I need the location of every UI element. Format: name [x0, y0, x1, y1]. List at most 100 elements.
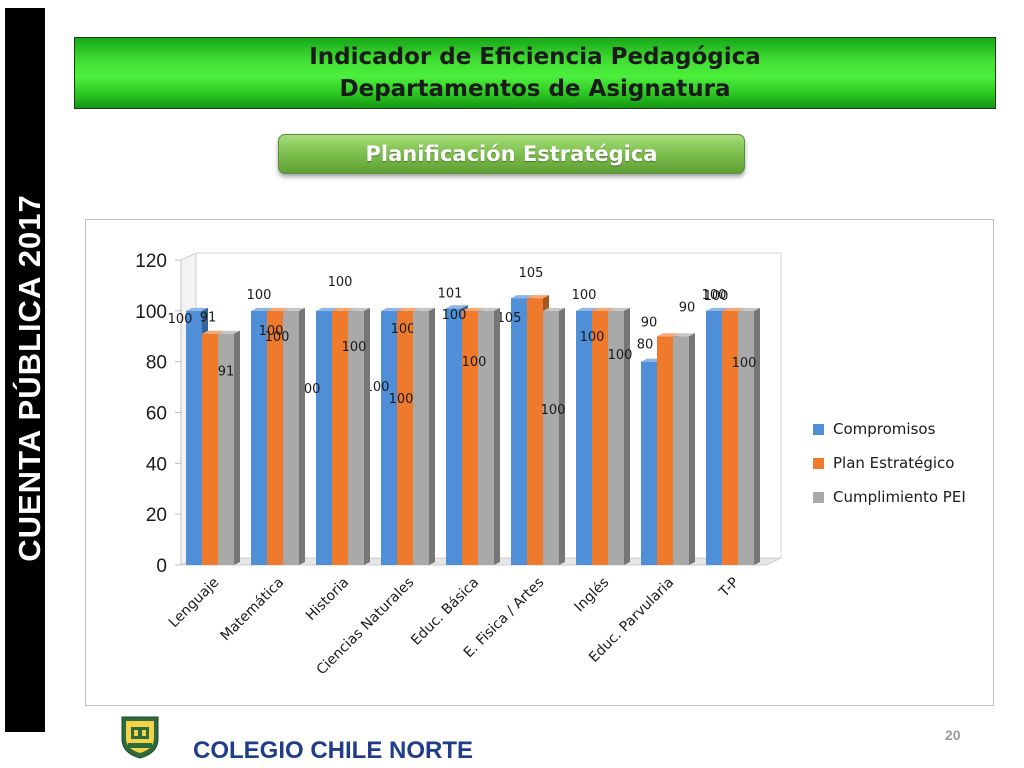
y-tick-label: 0 — [156, 556, 167, 577]
bar-0-5 — [511, 298, 527, 565]
data-label-1-0: 91 — [200, 311, 217, 326]
y-tick-label: 100 — [135, 302, 167, 323]
bar-top-2-8 — [738, 307, 760, 311]
data-label-0-3: 100 — [365, 380, 390, 395]
bar-top-2-0 — [218, 330, 240, 334]
bar-top-2-4 — [478, 307, 500, 311]
bar-2-8 — [738, 310, 754, 565]
bar-top-2-7 — [673, 333, 695, 337]
bar-top-0-0 — [186, 307, 208, 311]
data-label-1-1: 100 — [259, 324, 284, 339]
title-line-2: Departamentos de Asignatura — [339, 76, 731, 102]
subtitle-text: Planificación Estratégica — [365, 142, 658, 166]
data-label-0-4: 101 — [438, 286, 463, 301]
bar-1-0 — [202, 333, 218, 565]
bar-0-7 — [641, 361, 657, 565]
bar-top-2-5 — [543, 307, 565, 311]
bar-top-1-1 — [267, 307, 289, 311]
bar-1-8 — [722, 310, 738, 565]
category-label: Lenguaje — [166, 575, 222, 631]
bar-1-5 — [527, 298, 543, 565]
bar-1-7 — [657, 336, 673, 565]
data-label-1-5: 105 — [519, 266, 544, 281]
bar-0-8 — [706, 310, 722, 565]
bar-top-1-0 — [202, 330, 224, 334]
bar-top-1-4 — [462, 307, 484, 311]
side-bar: CUENTA PÚBLICA 2017 — [5, 8, 47, 732]
bar-side-2-1 — [299, 307, 305, 565]
data-label-2-3: 100 — [389, 392, 414, 407]
data-label-2-7: 90 — [679, 300, 696, 315]
data-label-0-8: 100 — [702, 288, 727, 303]
data-label-1-8: 100 — [704, 289, 729, 304]
side-title: CUENTA PÚBLICA 2017 — [12, 194, 47, 562]
data-label-2-1: 100 — [265, 330, 290, 345]
bar-top-1-7 — [657, 333, 679, 337]
bar-top-0-5 — [511, 295, 533, 299]
data-label-1-7: 90 — [641, 315, 658, 330]
bar-top-2-2 — [348, 307, 370, 311]
y-tick-label: 60 — [146, 404, 167, 425]
bar-2-3 — [413, 310, 429, 565]
title-banner: Indicador de Eficiencia Pedagógica Depar… — [74, 37, 996, 109]
data-label-2-2: 100 — [342, 340, 367, 355]
bar-1-6 — [592, 310, 608, 565]
title-line-1: Indicador de Eficiencia Pedagógica — [309, 44, 761, 70]
bar-side-2-3 — [429, 307, 435, 565]
category-label: Inglés — [572, 575, 613, 616]
data-label-2-6: 100 — [608, 348, 633, 363]
data-label-1-2: 100 — [328, 275, 353, 290]
y-tick-label: 120 — [135, 251, 167, 272]
bar-2-2 — [348, 310, 364, 565]
data-label-2-5: 100 — [541, 403, 566, 418]
data-label-0-1: 100 — [247, 288, 272, 303]
y-tick-label: 20 — [146, 505, 167, 526]
bar-0-0 — [186, 310, 202, 565]
legend-label-2: Cumplimiento PEI — [833, 488, 966, 506]
category-label: T-P — [716, 575, 743, 602]
bar-side-2-4 — [494, 307, 500, 565]
bar-0-4 — [446, 308, 462, 565]
data-label-1-3: 100 — [391, 322, 416, 337]
legend-label-1: Plan Estratégico — [833, 454, 954, 472]
data-label-0-0: 100 — [168, 312, 193, 327]
bar-2-1 — [283, 310, 299, 565]
category-label: Matemática — [218, 575, 288, 645]
data-label-2-0: 91 — [218, 365, 235, 380]
legend-label-0: Compromisos — [833, 420, 936, 438]
bar-2-7 — [673, 336, 689, 565]
bar-2-5 — [543, 310, 559, 565]
page-number: 20 — [945, 727, 961, 743]
bar-top-2-3 — [413, 307, 435, 311]
bar-top-1-5 — [527, 295, 549, 299]
y-tick-label: 80 — [146, 353, 167, 374]
bar-1-1 — [267, 310, 283, 565]
bar-side-2-2 — [364, 307, 370, 565]
data-label-1-6: 100 — [580, 330, 605, 345]
y-tick-label: 40 — [146, 454, 167, 475]
data-label-2-4: 100 — [462, 355, 487, 370]
bar-0-3 — [381, 310, 397, 565]
bar-top-0-1 — [251, 307, 273, 311]
bar-0-2 — [316, 310, 332, 565]
bar-top-1-8 — [722, 307, 744, 311]
bar-2-0 — [218, 333, 234, 565]
bar-top-1-2 — [332, 307, 354, 311]
bar-side-2-7 — [689, 333, 695, 565]
subtitle-pill: Planificación Estratégica — [278, 134, 745, 174]
school-logo — [121, 716, 159, 759]
bar-0-6 — [576, 310, 592, 565]
legend-swatch-1 — [813, 458, 824, 469]
bar-top-0-2 — [316, 307, 338, 311]
chart-frame: 0 20 40 60 80 100 120 100 100 100 100 101 105 100 80 10… — [85, 219, 994, 706]
bar-top-2-1 — [283, 307, 305, 311]
bar-top-0-4 — [446, 305, 468, 309]
bar-top-1-6 — [592, 307, 614, 311]
bar-1-3 — [397, 310, 413, 565]
bar-top-0-3 — [381, 307, 403, 311]
bar-side-2-0 — [234, 330, 240, 565]
category-label: Educ. Básica — [408, 575, 482, 649]
legend-swatch-2 — [813, 492, 824, 503]
bar-top-2-6 — [608, 307, 630, 311]
data-label-0-6: 100 — [572, 288, 597, 303]
